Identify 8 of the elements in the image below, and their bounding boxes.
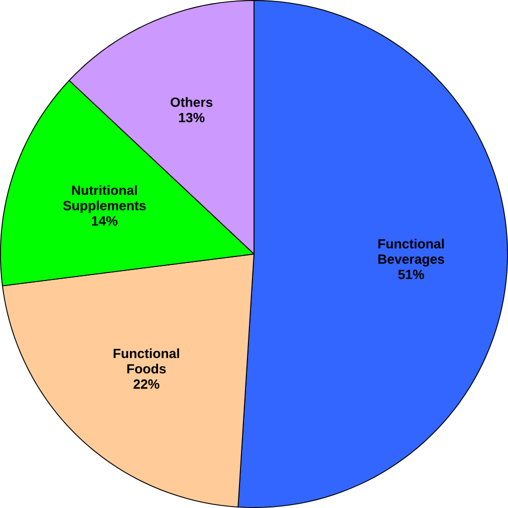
slice-label: Functional Foods [114,348,180,374]
data-label: 22% [134,379,160,389]
slice-label: Nutritional Supplements [63,185,146,213]
data-label: 14% [92,216,118,226]
slice-label: Functional Beverages [378,238,444,267]
data-label: 13% [179,112,205,122]
slice-label: Others [170,97,212,107]
data-label: 51% [398,270,424,280]
